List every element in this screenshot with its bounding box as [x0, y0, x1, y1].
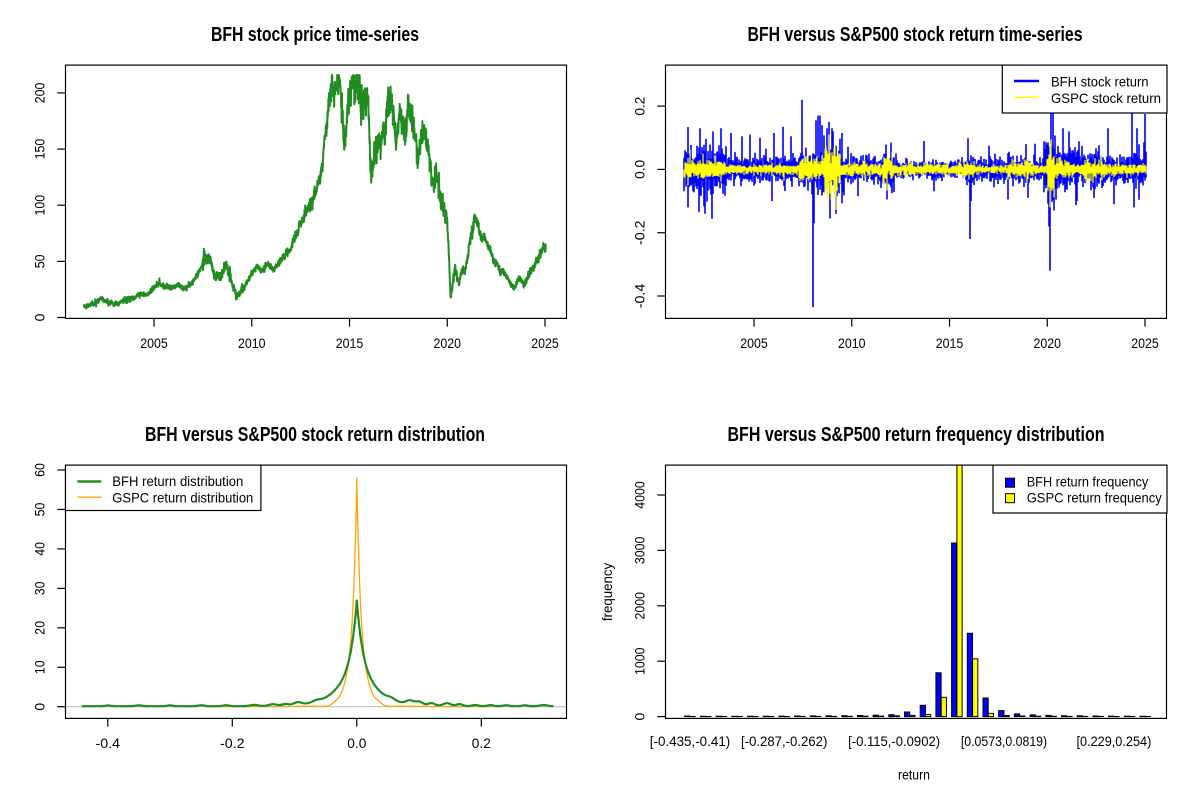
svg-text:BFH versus S&P500 stock return: BFH versus S&P500 stock return time-seri…	[748, 24, 1083, 46]
svg-text:2025: 2025	[531, 335, 559, 351]
svg-text:50: 50	[32, 502, 48, 516]
svg-text:3000: 3000	[632, 536, 648, 564]
svg-text:2010: 2010	[838, 335, 866, 351]
svg-text:40: 40	[32, 542, 48, 556]
svg-text:0.0: 0.0	[632, 160, 648, 179]
svg-text:[0.0573,0.0819): [0.0573,0.0819)	[961, 733, 1047, 749]
svg-text:0.0: 0.0	[347, 735, 366, 751]
svg-text:1000: 1000	[632, 647, 648, 675]
svg-text:BFH stock price time-series: BFH stock price time-series	[211, 24, 419, 46]
svg-text:0.2: 0.2	[632, 96, 648, 115]
svg-text:BFH return distribution: BFH return distribution	[112, 473, 243, 489]
svg-text:2020: 2020	[1034, 335, 1062, 351]
svg-text:BFH versus S&P500 stock return: BFH versus S&P500 stock return distribut…	[145, 424, 485, 446]
svg-text:[-0.115,-0.0902): [-0.115,-0.0902)	[848, 733, 940, 749]
svg-text:60: 60	[32, 463, 48, 477]
svg-text:20: 20	[32, 621, 48, 635]
svg-text:200: 200	[32, 82, 48, 103]
svg-text:0: 0	[32, 703, 48, 711]
svg-text:2015: 2015	[936, 335, 964, 351]
svg-text:2020: 2020	[434, 335, 462, 351]
svg-text:0: 0	[32, 313, 48, 321]
svg-text:2025: 2025	[1131, 335, 1159, 351]
svg-text:50: 50	[32, 254, 48, 268]
svg-text:2000: 2000	[632, 592, 648, 620]
svg-text:GSPC stock return: GSPC stock return	[1051, 90, 1161, 106]
svg-text:return: return	[898, 767, 930, 783]
svg-text:10: 10	[32, 660, 48, 674]
svg-text:[-0.435,-0.41): [-0.435,-0.41)	[650, 733, 731, 749]
svg-text:4000: 4000	[632, 481, 648, 509]
svg-text:-0.2: -0.2	[220, 735, 245, 751]
svg-text:[-0.287,-0.262): [-0.287,-0.262)	[741, 733, 827, 749]
svg-text:frequency: frequency	[599, 563, 615, 621]
svg-text:GSPC return frequency: GSPC return frequency	[1027, 490, 1162, 506]
svg-text:BFH return frequency: BFH return frequency	[1027, 474, 1149, 490]
svg-text:30: 30	[32, 581, 48, 595]
svg-text:2005: 2005	[140, 335, 168, 351]
svg-text:-0.4: -0.4	[96, 735, 121, 751]
svg-text:100: 100	[32, 195, 48, 216]
svg-text:BFH stock return: BFH stock return	[1051, 74, 1149, 90]
svg-text:GSPC return distribution: GSPC return distribution	[112, 490, 253, 506]
svg-text:-0.2: -0.2	[632, 220, 648, 245]
svg-text:2015: 2015	[336, 335, 364, 351]
svg-text:2005: 2005	[740, 335, 768, 351]
svg-text:2010: 2010	[238, 335, 266, 351]
svg-text:0: 0	[632, 712, 648, 720]
svg-text:-0.4: -0.4	[632, 284, 648, 309]
svg-text:BFH versus S&P500 return frequ: BFH versus S&P500 return frequency distr…	[728, 424, 1105, 446]
svg-text:150: 150	[32, 139, 48, 160]
svg-text:0.2: 0.2	[472, 735, 491, 751]
svg-text:[0.229,0.254): [0.229,0.254)	[1077, 733, 1152, 749]
